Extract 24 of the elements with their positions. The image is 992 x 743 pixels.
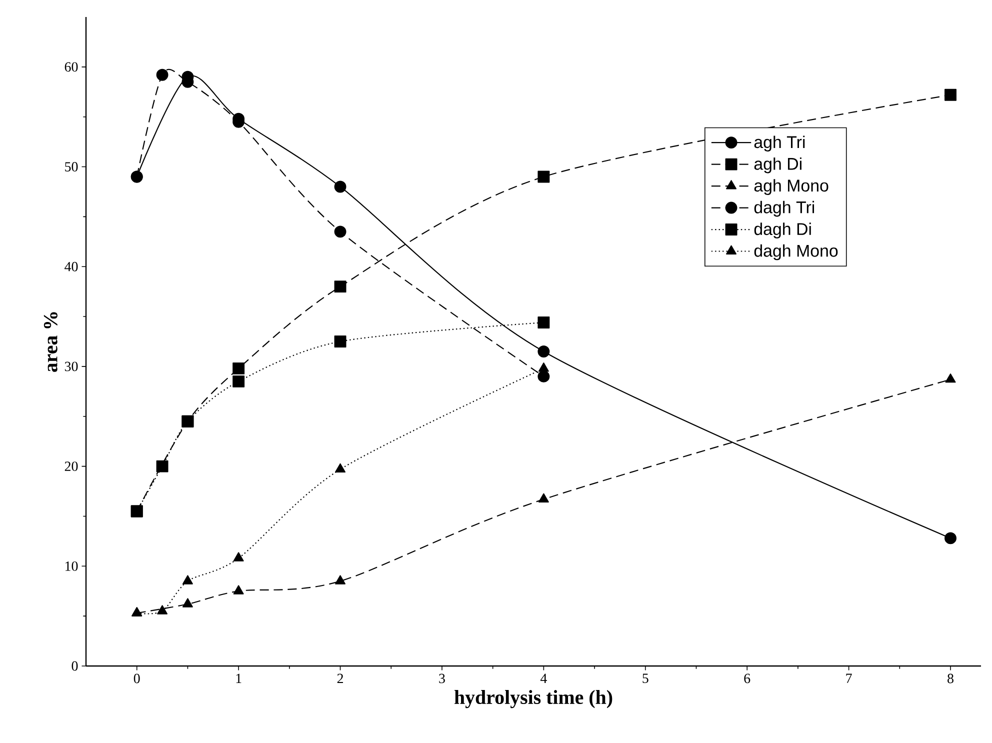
y-tick-label: 60 bbox=[64, 62, 78, 72]
y-tick-label: 40 bbox=[64, 262, 78, 272]
legend-label: dagh Di bbox=[754, 222, 811, 238]
legend-label: agh Di bbox=[754, 157, 802, 174]
legend-label: dagh Tri bbox=[754, 200, 814, 217]
x-tick-label: 1 bbox=[236, 674, 242, 683]
x-tick-label: 7 bbox=[846, 674, 852, 683]
x-tick-label: 6 bbox=[744, 674, 750, 684]
x-tick-label: 0 bbox=[134, 674, 140, 684]
legend-label: dagh Mono bbox=[754, 244, 838, 260]
x-tick-label: 3 bbox=[439, 674, 445, 684]
x-tick-label: 8 bbox=[948, 674, 954, 684]
x-tick-label: 2 bbox=[337, 674, 343, 684]
legend-label: agh Tri bbox=[754, 136, 805, 152]
x-tick-label: 4 bbox=[540, 674, 547, 683]
y-axis-title: area % bbox=[44, 312, 58, 372]
legend-label: agh Mono bbox=[754, 179, 828, 195]
y-tick-label: 10 bbox=[66, 561, 78, 571]
y-tick-label: 30 bbox=[64, 362, 78, 372]
y-tick-label: 0 bbox=[72, 661, 78, 671]
x-axis-title: hydrolysis time (h) bbox=[454, 690, 612, 708]
y-tick-label: 50 bbox=[65, 162, 78, 172]
y-tick-label: 20 bbox=[64, 462, 78, 472]
x-tick-label: 5 bbox=[642, 674, 648, 684]
